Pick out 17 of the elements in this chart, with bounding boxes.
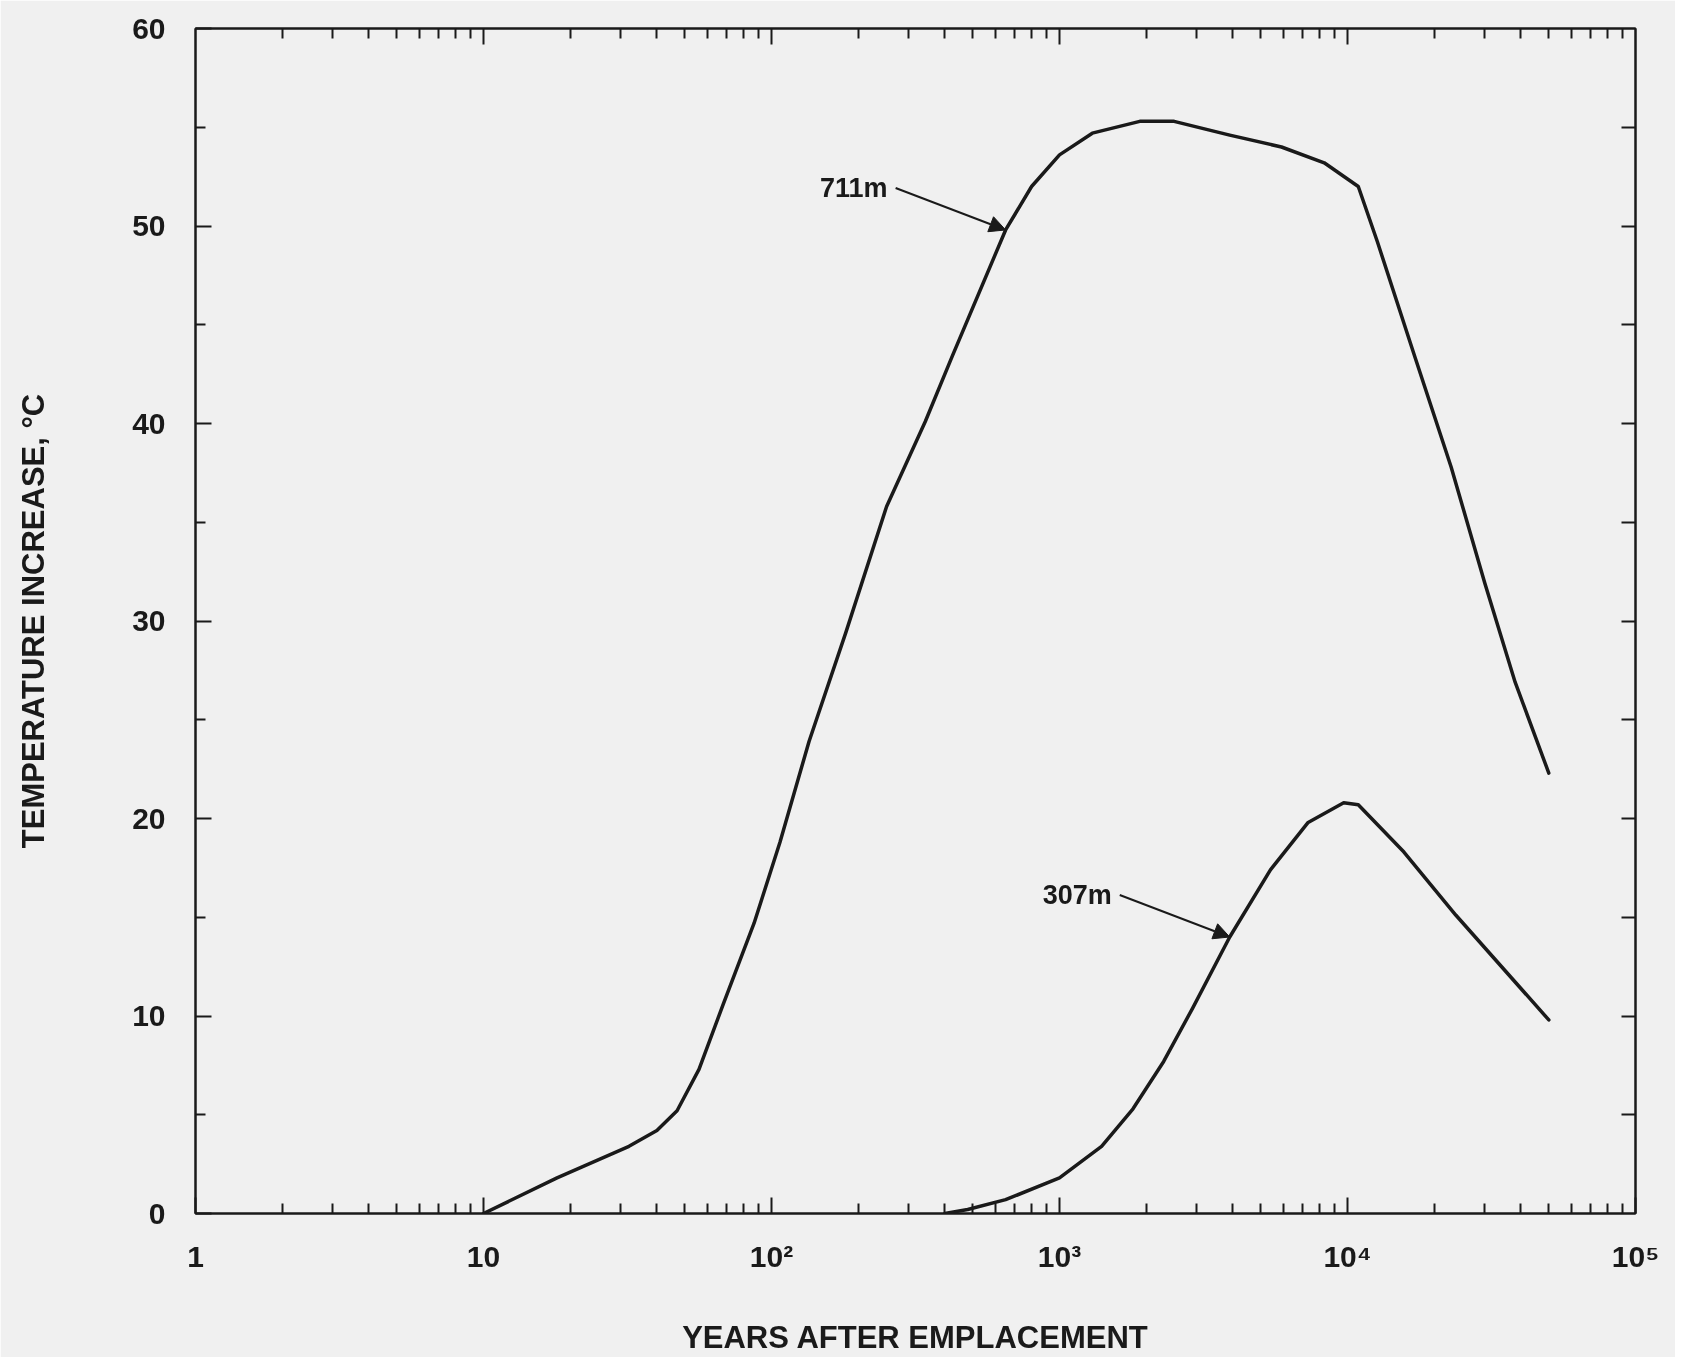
x-tick-label: 10⁴ — [1323, 1239, 1372, 1273]
x-tick-label: 1 — [187, 1239, 204, 1273]
y-tick-label: 10 — [132, 999, 166, 1032]
x-tick-label: 10⁵ — [1611, 1239, 1660, 1273]
y-axis-title: TEMPERATURE INCREASE, °C — [16, 393, 52, 849]
y-tick-label: 0 — [148, 1196, 166, 1230]
y-tick-label: 60 — [132, 11, 166, 45]
y-tick-label: 20 — [132, 801, 166, 835]
annotation: 711m — [820, 172, 888, 203]
y-tick-label: 30 — [132, 604, 166, 637]
x-axis-title: YEARS AFTER EMPLACEMENT — [682, 1319, 1148, 1355]
x-tick-label: 10 — [466, 1239, 501, 1273]
x-tick-label: 10³ — [1037, 1239, 1082, 1273]
y-tick-label: 40 — [132, 406, 166, 440]
annotation: 307m — [1042, 880, 1112, 910]
x-tick-label: 10² — [749, 1239, 794, 1273]
y-tick-label: 50 — [132, 209, 166, 242]
